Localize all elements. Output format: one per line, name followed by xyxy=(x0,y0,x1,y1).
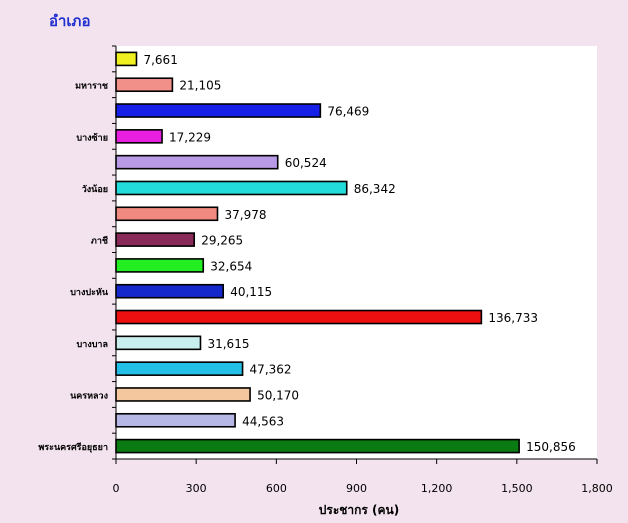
x-tick-label-2: 600 xyxy=(266,482,287,495)
value-label-1: 44,563 xyxy=(242,414,284,428)
value-label-2: 50,170 xyxy=(257,388,299,402)
value-label-3: 47,362 xyxy=(250,363,292,377)
value-label-6: 40,115 xyxy=(230,285,272,299)
category-label-14: มหาราช xyxy=(75,82,108,92)
x-axis-label: ประชากร (คน) xyxy=(318,503,400,517)
bar-10 xyxy=(115,180,348,196)
value-label-9: 37,978 xyxy=(224,208,266,222)
bar-2 xyxy=(115,387,251,402)
category-label-6: บางปะหัน xyxy=(70,287,109,298)
bar-9 xyxy=(115,206,219,222)
chart-title: อำเภอ xyxy=(49,12,91,30)
x-tick-label-0: 0 xyxy=(113,482,120,495)
value-label-7: 32,654 xyxy=(210,259,252,273)
bar-7 xyxy=(115,258,205,273)
value-label-5: 136,733 xyxy=(488,311,538,325)
bar-14 xyxy=(115,77,174,93)
x-tick-label-4: 1,200 xyxy=(421,482,453,495)
bar-5 xyxy=(115,309,483,325)
value-label-14: 21,105 xyxy=(179,79,221,93)
category-label-10: วังน้อย xyxy=(82,184,108,195)
bar-3 xyxy=(115,361,244,376)
bar-12 xyxy=(115,129,163,144)
category-label-8: ภาชี xyxy=(91,236,108,247)
value-label-13: 76,469 xyxy=(327,105,369,119)
bar-0 xyxy=(115,438,520,454)
x-tick-label-6: 1,800 xyxy=(581,482,613,495)
bar-1 xyxy=(115,412,236,428)
value-label-4: 31,615 xyxy=(207,337,249,351)
category-label-4: บางบาล xyxy=(77,340,108,350)
bar-8 xyxy=(115,232,196,247)
value-label-12: 17,229 xyxy=(169,130,211,144)
value-label-0: 150,856 xyxy=(526,440,576,454)
bar-6 xyxy=(115,283,224,299)
value-label-10: 86,342 xyxy=(354,182,396,196)
bar-4 xyxy=(115,335,202,351)
category-label-0: พระนครศรีอยุธยา xyxy=(38,442,108,453)
value-label-8: 29,265 xyxy=(201,234,243,248)
value-label-11: 60,524 xyxy=(285,156,327,170)
bar-15 xyxy=(115,51,138,67)
bar-11 xyxy=(115,154,279,170)
category-label-2: นครหลวง xyxy=(70,391,108,401)
x-tick-label-3: 900 xyxy=(346,482,367,495)
category-label-12: บางซ้าย xyxy=(76,132,108,143)
bar-13 xyxy=(115,103,322,118)
x-tick-label-1: 300 xyxy=(186,482,207,495)
x-tick-label-5: 1,500 xyxy=(501,482,533,495)
value-label-15: 7,661 xyxy=(143,53,177,67)
